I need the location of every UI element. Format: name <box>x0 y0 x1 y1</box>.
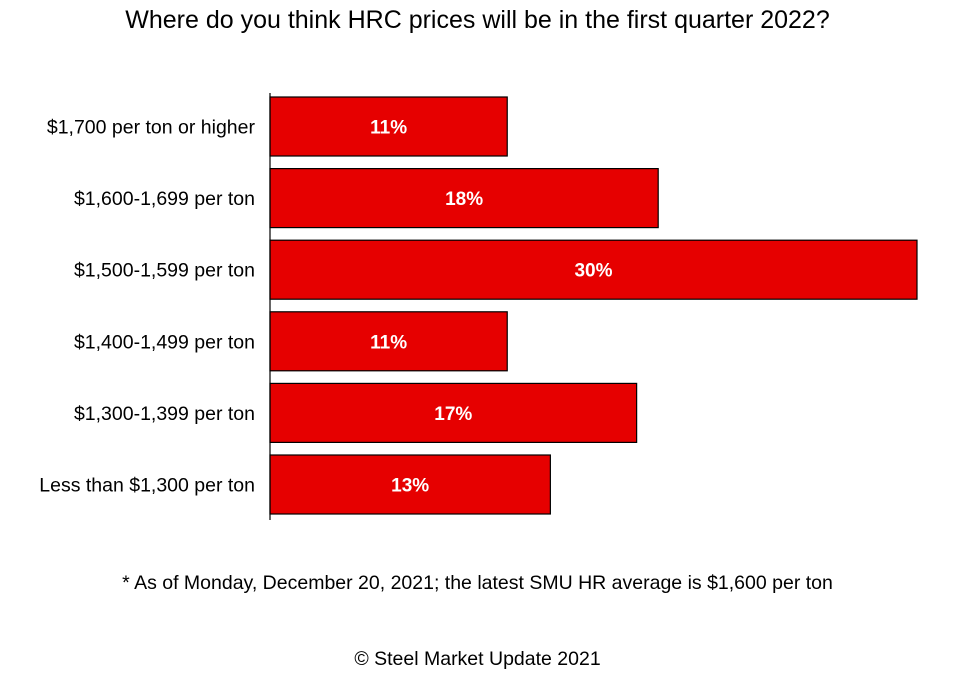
category-label: $1,400-1,499 per ton <box>74 331 255 353</box>
category-label: $1,500-1,599 per ton <box>74 260 255 282</box>
data-label: 17% <box>434 404 472 425</box>
data-label: 18% <box>445 189 483 210</box>
copyright: © Steel Market Update 2021 <box>354 648 601 670</box>
bar <box>269 311 508 372</box>
bar <box>269 239 918 300</box>
category-label: Less than $1,300 per ton <box>39 475 255 497</box>
bar <box>269 96 508 157</box>
data-label: 11% <box>370 332 407 353</box>
bar <box>269 454 551 515</box>
data-label: 13% <box>391 476 429 497</box>
data-label: 30% <box>574 261 612 282</box>
bar <box>269 382 638 443</box>
category-label: $1,700 per ton or higher <box>47 117 256 139</box>
footnote: * As of Monday, December 20, 2021; the l… <box>122 572 833 594</box>
data-label: 11% <box>370 118 407 139</box>
category-label: $1,600-1,699 per ton <box>74 188 255 210</box>
category-label: $1,300-1,399 per ton <box>74 403 255 425</box>
chart-title: Where do you think HRC prices will be in… <box>125 6 830 34</box>
